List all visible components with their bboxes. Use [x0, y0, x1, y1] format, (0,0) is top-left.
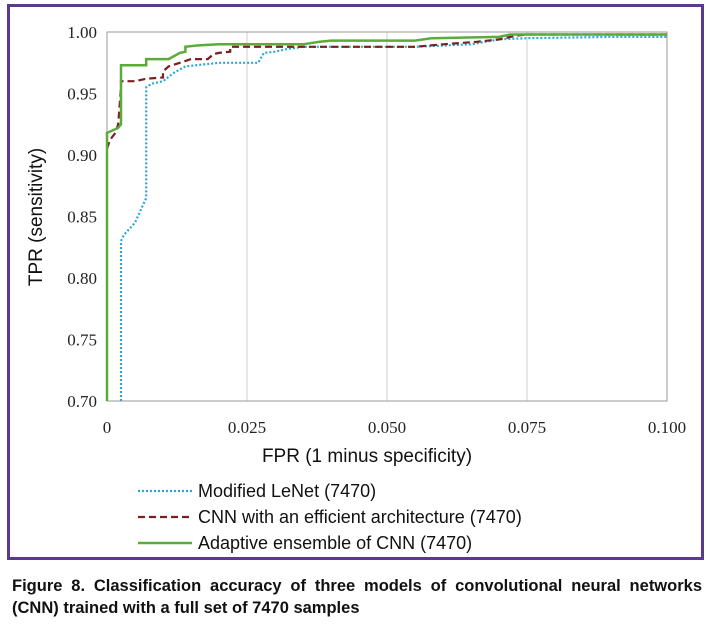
- y-tick-label: 0.80: [67, 269, 97, 288]
- grid-layer: [246, 32, 528, 401]
- series-line-3: [105, 33, 667, 401]
- series-line-1: [119, 35, 667, 401]
- y-tick-label: 0.90: [67, 146, 97, 165]
- y-tick-label: 0.95: [67, 85, 97, 104]
- x-axis-title: FPR (1 minus specificity): [262, 446, 472, 467]
- tick-label-layer: 0 0.025 0.050 0.075 0.100 0.70 0.75 0.80 0.85 0.9…: [67, 23, 686, 437]
- legend: Modified LeNet (7470) CNN with an efficie…: [138, 481, 522, 553]
- legend-label-2: CNN with an efficient architecture (7470…: [198, 507, 522, 527]
- x-tick-label: 0: [103, 418, 112, 437]
- x-tick-label: 0.025: [228, 418, 266, 437]
- y-tick-label: 1.00: [67, 23, 97, 42]
- figure-frame: 0 0.025 0.050 0.075 0.100 0.70 0.75 0.80 0.85 0.9…: [7, 4, 704, 560]
- y-tick-label: 0.70: [67, 392, 97, 411]
- y-tick-label: 0.75: [67, 331, 97, 350]
- y-tick-label: 0.85: [67, 208, 97, 227]
- x-tick-label: 0.100: [648, 418, 686, 437]
- x-tick-label: 0.075: [508, 418, 546, 437]
- legend-label-3: Adaptive ensemble of CNN (7470): [198, 533, 472, 553]
- roc-chart: 0 0.025 0.050 0.075 0.100 0.70 0.75 0.80 0.85 0.9…: [26, 23, 686, 553]
- legend-label-1: Modified LeNet (7470): [198, 481, 376, 501]
- x-tick-label: 0.050: [368, 418, 406, 437]
- y-axis-title: TPR (sensitivity): [26, 148, 47, 286]
- series-layer: [105, 33, 667, 401]
- figure-caption: Figure 8. Classification accuracy of thr…: [12, 577, 702, 617]
